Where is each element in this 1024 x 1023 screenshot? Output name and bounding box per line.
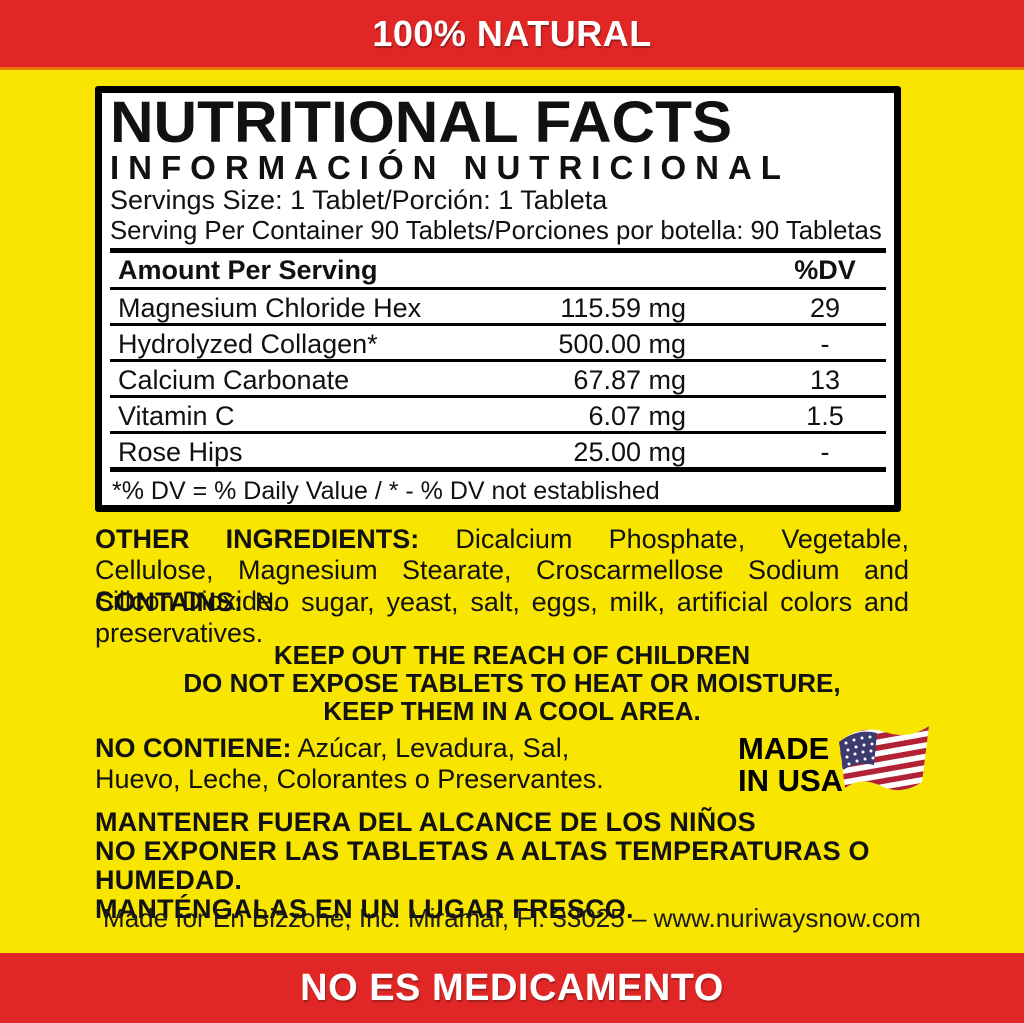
contains-label: CONTAINS: [95, 587, 243, 617]
other-ingredients-label: OTHER INGREDIENTS: [95, 524, 420, 554]
table-row: Rose Hips 25.00 mg - [110, 431, 886, 467]
table-header-row: Amount Per Serving %DV [110, 253, 886, 287]
warning-line: NO EXPONER LAS TABLETAS A ALTAS TEMPERAT… [95, 836, 870, 895]
made-in-line1: MADE [738, 731, 830, 766]
header-dv: %DV [794, 255, 856, 285]
no-contiene-label: NO CONTIENE: [95, 733, 292, 763]
thick-rule [110, 248, 886, 253]
ingredient-amount: 67.87 mg [573, 365, 686, 395]
bottom-banner: NO ES MEDICAMENTO [0, 953, 1024, 1023]
warning-line: MANTENER FUERA DEL ALCANCE DE LOS NIÑOS [95, 807, 756, 837]
ingredient-amount: 6.07 mg [588, 401, 686, 431]
header-amount-per-serving: Amount Per Serving [118, 255, 378, 285]
panel-title: NUTRITIONAL FACTS [110, 90, 733, 155]
no-contiene-paragraph: NO CONTIENE: Azúcar, Levadura, Sal, Huev… [95, 733, 660, 795]
usa-flag-icon [833, 720, 933, 804]
ingredient-name: Rose Hips [118, 437, 243, 467]
contains-paragraph: CONTAINS: No sugar, yeast, salt, eggs, m… [95, 587, 909, 649]
ingredient-amount: 25.00 mg [573, 437, 686, 467]
warning-line: KEEP OUT THE REACH OF CHILDREN [273, 640, 751, 670]
ingredient-dv: - [820, 437, 830, 467]
servings-per-container-line: Serving Per Container 90 Tablets/Porcion… [110, 215, 882, 245]
ingredient-amount: 500.00 mg [558, 329, 686, 359]
other-ingredients-paragraph: OTHER INGREDIENTS: Dicalcium Phosphate, … [95, 524, 909, 617]
no-contiene-text: Azúcar, Levadura, Sal, Huevo, Leche, Col… [95, 733, 604, 794]
serving-size-line: Servings Size: 1 Tablet/Porción: 1 Table… [110, 185, 608, 215]
ingredient-dv: 13 [809, 365, 841, 395]
top-banner-text: 100% NATURAL [372, 12, 652, 54]
ingredient-dv: 1.5 [806, 401, 844, 431]
ingredient-dv: 29 [809, 293, 841, 323]
top-banner: 100% NATURAL [0, 0, 1024, 70]
bottom-banner-text: NO ES MEDICAMENTO [300, 966, 724, 1009]
nutrition-facts-panel: NUTRITIONAL FACTS INFORMACIÓN NUTRICIONA… [95, 86, 901, 512]
ingredient-name: Vitamin C [118, 401, 235, 431]
ingredient-name: Magnesium Chloride Hex [118, 293, 422, 323]
table-row: Calcium Carbonate 67.87 mg 13 [110, 359, 886, 395]
made-in-usa-text: MADE IN USA [738, 731, 844, 798]
other-ingredients-text: Dicalcium Phosphate, Vegetable, Cellulos… [95, 524, 909, 616]
warning-line: KEEP THEM IN A COOL AREA. [323, 696, 701, 726]
manufacturer-line: Made for En Bizzone, Inc. Miramar, Fl. 3… [103, 903, 921, 933]
table-row: Magnesium Chloride Hex 115.59 mg 29 [110, 287, 886, 323]
warning-line: DO NOT EXPOSE TABLETS TO HEAT OR MOISTUR… [183, 668, 841, 698]
table-row: Hydrolyzed Collagen* 500.00 mg - [110, 323, 886, 359]
dv-footnote: *% DV = % Daily Value / * - % DV not est… [110, 467, 886, 506]
ingredient-dv: - [820, 329, 830, 359]
made-in-line2: IN USA [738, 763, 844, 798]
warning-spanish: MANTENER FUERA DEL ALCANCE DE LOS NIÑOS … [95, 808, 975, 924]
ingredient-amount: 115.59 mg [560, 293, 686, 323]
panel-subtitle: INFORMACIÓN NUTRICIONAL [110, 149, 790, 186]
warning-english: KEEP OUT THE REACH OF CHILDREN DO NOT EX… [0, 641, 1024, 725]
contains-text: No sugar, yeast, salt, eggs, milk, artif… [95, 587, 909, 648]
warning-line: MANTÉNGALAS EN UN LUGAR FRESCO. [95, 894, 634, 924]
ingredient-name: Hydrolyzed Collagen* [118, 329, 378, 359]
ingredient-name: Calcium Carbonate [118, 365, 350, 395]
table-row: Vitamin C 6.07 mg 1.5 [110, 395, 886, 431]
